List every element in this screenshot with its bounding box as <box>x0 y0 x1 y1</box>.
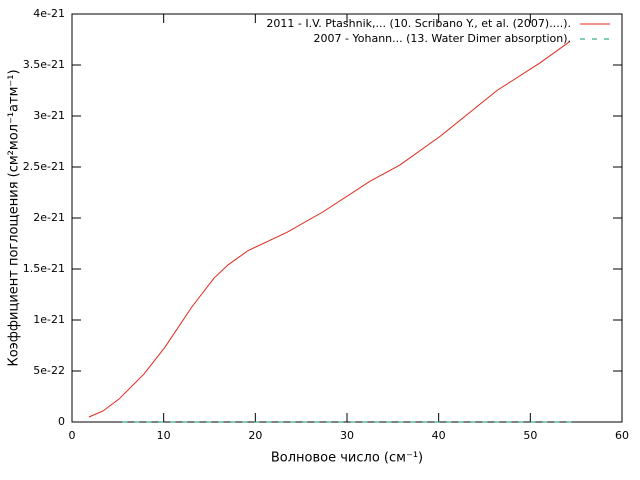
y-tick-label: 1.5e-21 <box>23 262 65 275</box>
x-tick-label: 50 <box>523 429 537 442</box>
legend-label: 2011 - I.V. Ptashnik,... (10. Scribano Y… <box>266 17 571 30</box>
y-tick-label: 3e-21 <box>33 109 65 122</box>
x-tick-label: 0 <box>69 429 76 442</box>
y-tick-label: 2e-21 <box>33 211 65 224</box>
y-tick-label: 3.5e-21 <box>23 58 65 71</box>
legend-label: 2007 - Yohann... (13. Water Dimer absorp… <box>314 32 571 45</box>
y-tick-label: 1e-21 <box>33 313 65 326</box>
x-tick-label: 30 <box>340 429 354 442</box>
x-tick-label: 20 <box>248 429 262 442</box>
y-tick-label: 2.5e-21 <box>23 160 65 173</box>
y-axis-label: Коэффициент поглощения (см²мол⁻¹атм⁻¹) <box>7 69 22 366</box>
series-line <box>88 41 571 418</box>
x-axis-label: Волновое число (см⁻¹) <box>271 451 423 466</box>
y-tick-label: 5e-22 <box>33 364 65 377</box>
y-tick-label: 0 <box>58 415 65 428</box>
x-tick-label: 60 <box>615 429 629 442</box>
x-tick-label: 40 <box>432 429 446 442</box>
plot-frame <box>71 13 623 423</box>
y-tick-label: 4e-21 <box>33 7 65 20</box>
x-tick-label: 10 <box>157 429 171 442</box>
